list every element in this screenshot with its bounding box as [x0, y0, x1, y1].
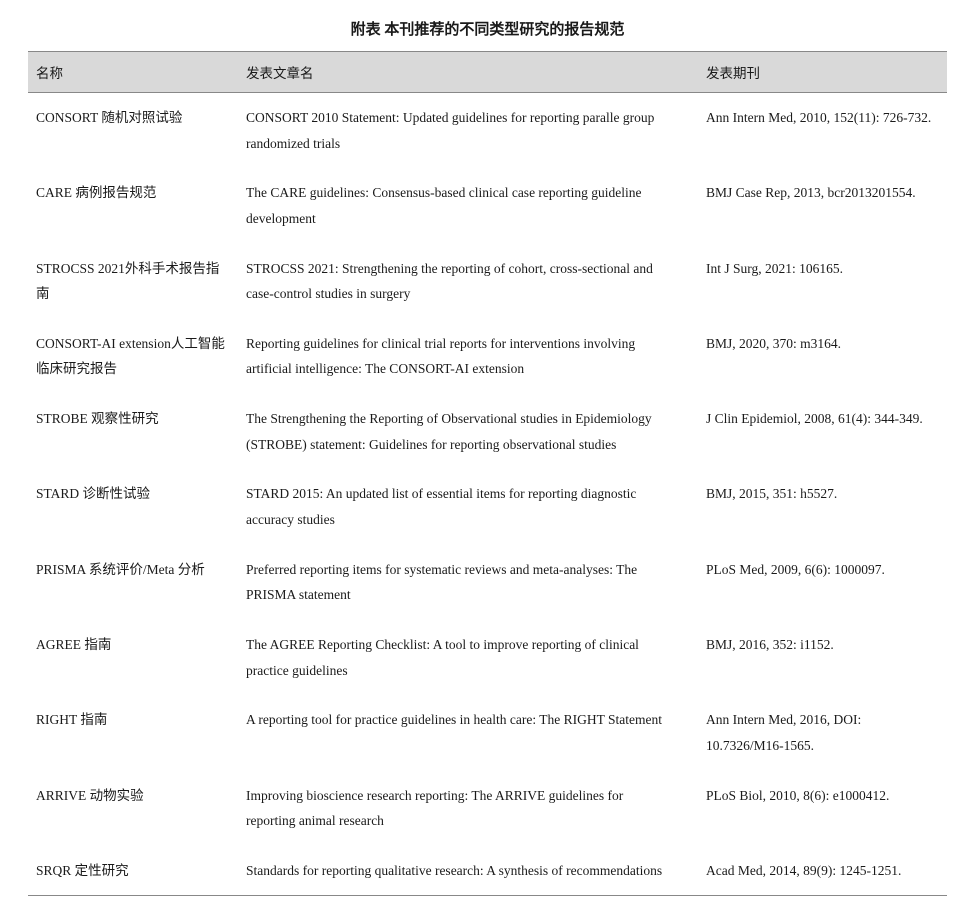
cell-name: CONSORT 随机对照试验: [28, 93, 238, 169]
cell-article: Reporting guidelines for clinical trial …: [238, 319, 698, 394]
cell-article: STARD 2015: An updated list of essential…: [238, 469, 698, 544]
cell-article: CONSORT 2010 Statement: Updated guidelin…: [238, 93, 698, 169]
table-row: RIGHT 指南A reporting tool for practice gu…: [28, 695, 947, 770]
table-row: CONSORT 随机对照试验CONSORT 2010 Statement: Up…: [28, 93, 947, 169]
col-header-article: 发表文章名: [238, 52, 698, 93]
cell-article: Improving bioscience research reporting:…: [238, 771, 698, 846]
table-body: CONSORT 随机对照试验CONSORT 2010 Statement: Up…: [28, 93, 947, 896]
cell-name: STROCSS 2021外科手术报告指南: [28, 244, 238, 319]
table-row: AGREE 指南The AGREE Reporting Checklist: A…: [28, 620, 947, 695]
cell-journal: Acad Med, 2014, 89(9): 1245-1251.: [698, 846, 947, 896]
cell-name: CONSORT-AI extension人工智能临床研究报告: [28, 319, 238, 394]
cell-journal: BMJ, 2016, 352: i1152.: [698, 620, 947, 695]
cell-name: STROBE 观察性研究: [28, 394, 238, 469]
cell-article: STROCSS 2021: Strengthening the reportin…: [238, 244, 698, 319]
table-row: SRQR 定性研究Standards for reporting qualita…: [28, 846, 947, 896]
cell-article: Preferred reporting items for systematic…: [238, 545, 698, 620]
cell-article: The AGREE Reporting Checklist: A tool to…: [238, 620, 698, 695]
table-row: STROCSS 2021外科手术报告指南STROCSS 2021: Streng…: [28, 244, 947, 319]
cell-name: AGREE 指南: [28, 620, 238, 695]
table-row: PRISMA 系统评价/Meta 分析Preferred reporting i…: [28, 545, 947, 620]
cell-journal: BMJ, 2015, 351: h5527.: [698, 469, 947, 544]
col-header-journal: 发表期刊: [698, 52, 947, 93]
table-title: 附表 本刊推荐的不同类型研究的报告规范: [28, 18, 947, 51]
cell-journal: PLoS Biol, 2010, 8(6): e1000412.: [698, 771, 947, 846]
table-row: CONSORT-AI extension人工智能临床研究报告Reporting …: [28, 319, 947, 394]
cell-journal: BMJ Case Rep, 2013, bcr2013201554.: [698, 168, 947, 243]
cell-journal: Int J Surg, 2021: 106165.: [698, 244, 947, 319]
table-row: STARD 诊断性试验STARD 2015: An updated list o…: [28, 469, 947, 544]
cell-name: RIGHT 指南: [28, 695, 238, 770]
cell-journal: PLoS Med, 2009, 6(6): 1000097.: [698, 545, 947, 620]
cell-journal: BMJ, 2020, 370: m3164.: [698, 319, 947, 394]
cell-name: PRISMA 系统评价/Meta 分析: [28, 545, 238, 620]
cell-journal: Ann Intern Med, 2010, 152(11): 726-732.: [698, 93, 947, 169]
cell-name: ARRIVE 动物实验: [28, 771, 238, 846]
table-header-row: 名称 发表文章名 发表期刊: [28, 52, 947, 93]
cell-article: A reporting tool for practice guidelines…: [238, 695, 698, 770]
cell-name: CARE 病例报告规范: [28, 168, 238, 243]
table-row: STROBE 观察性研究The Strengthening the Report…: [28, 394, 947, 469]
cell-journal: Ann Intern Med, 2016, DOI: 10.7326/M16-1…: [698, 695, 947, 770]
cell-name: SRQR 定性研究: [28, 846, 238, 896]
table-row: ARRIVE 动物实验Improving bioscience research…: [28, 771, 947, 846]
cell-article: The Strengthening the Reporting of Obser…: [238, 394, 698, 469]
table-row: CARE 病例报告规范The CARE guidelines: Consensu…: [28, 168, 947, 243]
cell-article: The CARE guidelines: Consensus-based cli…: [238, 168, 698, 243]
guidelines-table: 名称 发表文章名 发表期刊 CONSORT 随机对照试验CONSORT 2010…: [28, 51, 947, 896]
cell-journal: J Clin Epidemiol, 2008, 61(4): 344-349.: [698, 394, 947, 469]
cell-article: Standards for reporting qualitative rese…: [238, 846, 698, 896]
cell-name: STARD 诊断性试验: [28, 469, 238, 544]
col-header-name: 名称: [28, 52, 238, 93]
